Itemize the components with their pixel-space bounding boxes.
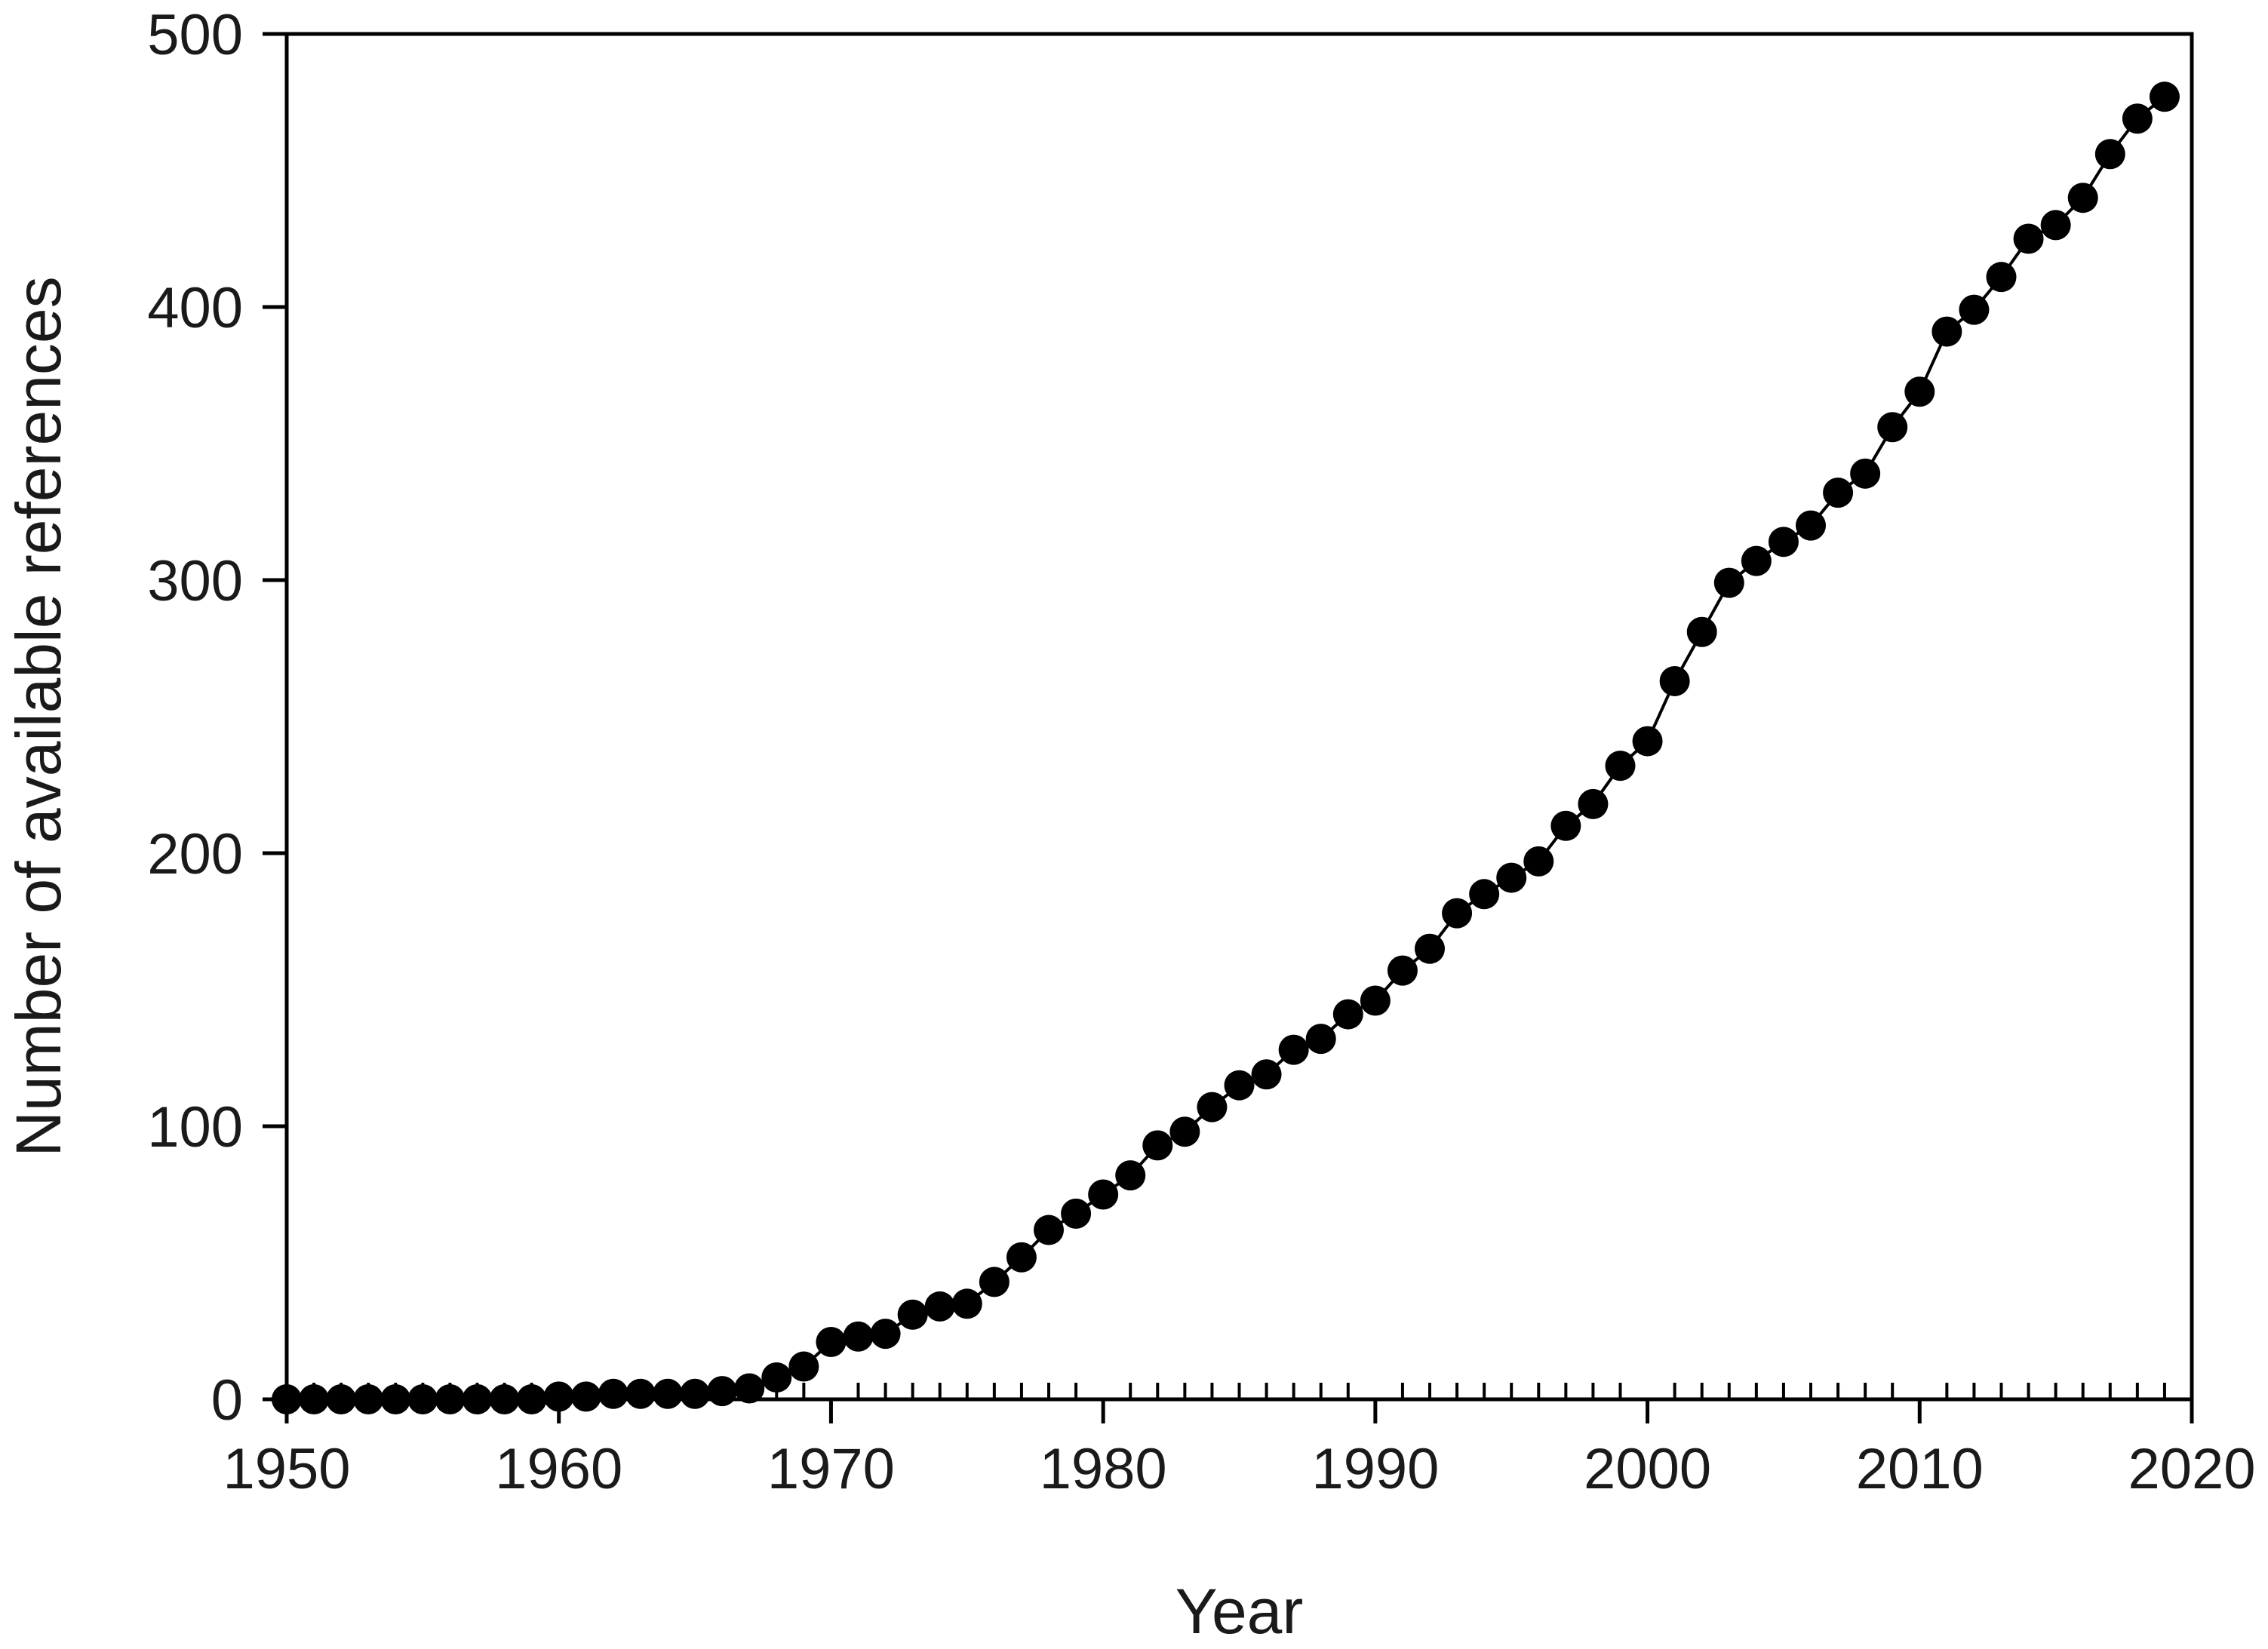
x-tick-label: 1950: [223, 1437, 350, 1501]
data-point: [1305, 1024, 1336, 1055]
y-tick-label: 300: [147, 549, 243, 613]
y-tick-label: 100: [147, 1095, 243, 1159]
data-point: [897, 1299, 928, 1330]
data-point: [1088, 1179, 1119, 1210]
data-point: [1006, 1242, 1037, 1273]
data-point: [2013, 223, 2044, 254]
data-point: [1578, 788, 1609, 819]
data-point: [924, 1291, 955, 1322]
data-point: [1278, 1034, 1309, 1065]
data-point: [2094, 139, 2125, 170]
data-point: [1034, 1214, 1064, 1245]
data-point: [843, 1321, 874, 1352]
data-point: [761, 1362, 792, 1393]
data-point: [2122, 103, 2153, 134]
x-tick-label: 2000: [1584, 1437, 1711, 1501]
data-point: [1523, 846, 1554, 877]
data-point: [816, 1326, 847, 1357]
data-point: [1115, 1160, 1146, 1191]
plot-frame: [284, 32, 2194, 1402]
data-point: [1686, 616, 1717, 647]
data-point: [2067, 183, 2098, 213]
data-point: [1659, 665, 1690, 696]
y-tick-label: 200: [147, 822, 243, 886]
data-point: [1169, 1116, 1200, 1147]
series-line: [287, 95, 2166, 1401]
plot-area: [272, 81, 2180, 1414]
data-point: [1197, 1092, 1228, 1122]
data-point: [1605, 751, 1636, 782]
data-point: [1496, 862, 1527, 893]
data-point: [1850, 458, 1881, 489]
x-tick-label: 2010: [1856, 1437, 1984, 1501]
x-axis-title: Year: [1175, 1576, 1304, 1647]
data-point: [1224, 1070, 1255, 1101]
data-point: [2149, 81, 2180, 112]
data-point: [1387, 955, 1418, 986]
data-point: [1061, 1198, 1092, 1229]
y-tick-label: 400: [147, 276, 243, 340]
data-point: [951, 1288, 982, 1319]
data-point: [1986, 262, 2017, 293]
data-point: [1360, 985, 1391, 1016]
y-tick-label: 0: [211, 1368, 243, 1433]
data-point: [2040, 210, 2071, 241]
data-point: [1469, 879, 1500, 910]
x-tick-label: 2020: [2128, 1437, 2255, 1501]
data-point: [1931, 316, 1962, 347]
x-tick-label: 1960: [495, 1437, 622, 1501]
x-tick-label: 1980: [1040, 1437, 1167, 1501]
data-point: [1415, 933, 1445, 964]
data-point: [1877, 412, 1908, 443]
data-point: [1796, 510, 1826, 541]
data-point: [788, 1351, 819, 1382]
data-point: [1713, 567, 1744, 598]
data-point: [1904, 376, 1935, 407]
data-point: [1332, 999, 1363, 1030]
data-point: [1142, 1130, 1173, 1161]
data-point: [870, 1319, 901, 1350]
data-point: [1768, 527, 1799, 557]
data-point: [979, 1267, 1010, 1297]
data-point: [1823, 478, 1854, 508]
data-point: [543, 1381, 574, 1412]
data-point: [1959, 294, 1990, 325]
x-tick-label: 1990: [1311, 1437, 1439, 1501]
y-tick-label: 500: [147, 3, 243, 67]
data-point: [1442, 898, 1473, 929]
data-point: [1632, 726, 1663, 757]
axis-ticks: 1950 1960 1970 1980 1990 2000 2010 2020 0 100 200 3…: [147, 3, 2255, 1501]
data-point: [1741, 545, 1772, 576]
data-point: [1550, 810, 1581, 841]
data-point: [1251, 1059, 1282, 1090]
x-tick-label: 1970: [767, 1437, 895, 1501]
y-axis-title: Number of available references: [3, 276, 74, 1156]
